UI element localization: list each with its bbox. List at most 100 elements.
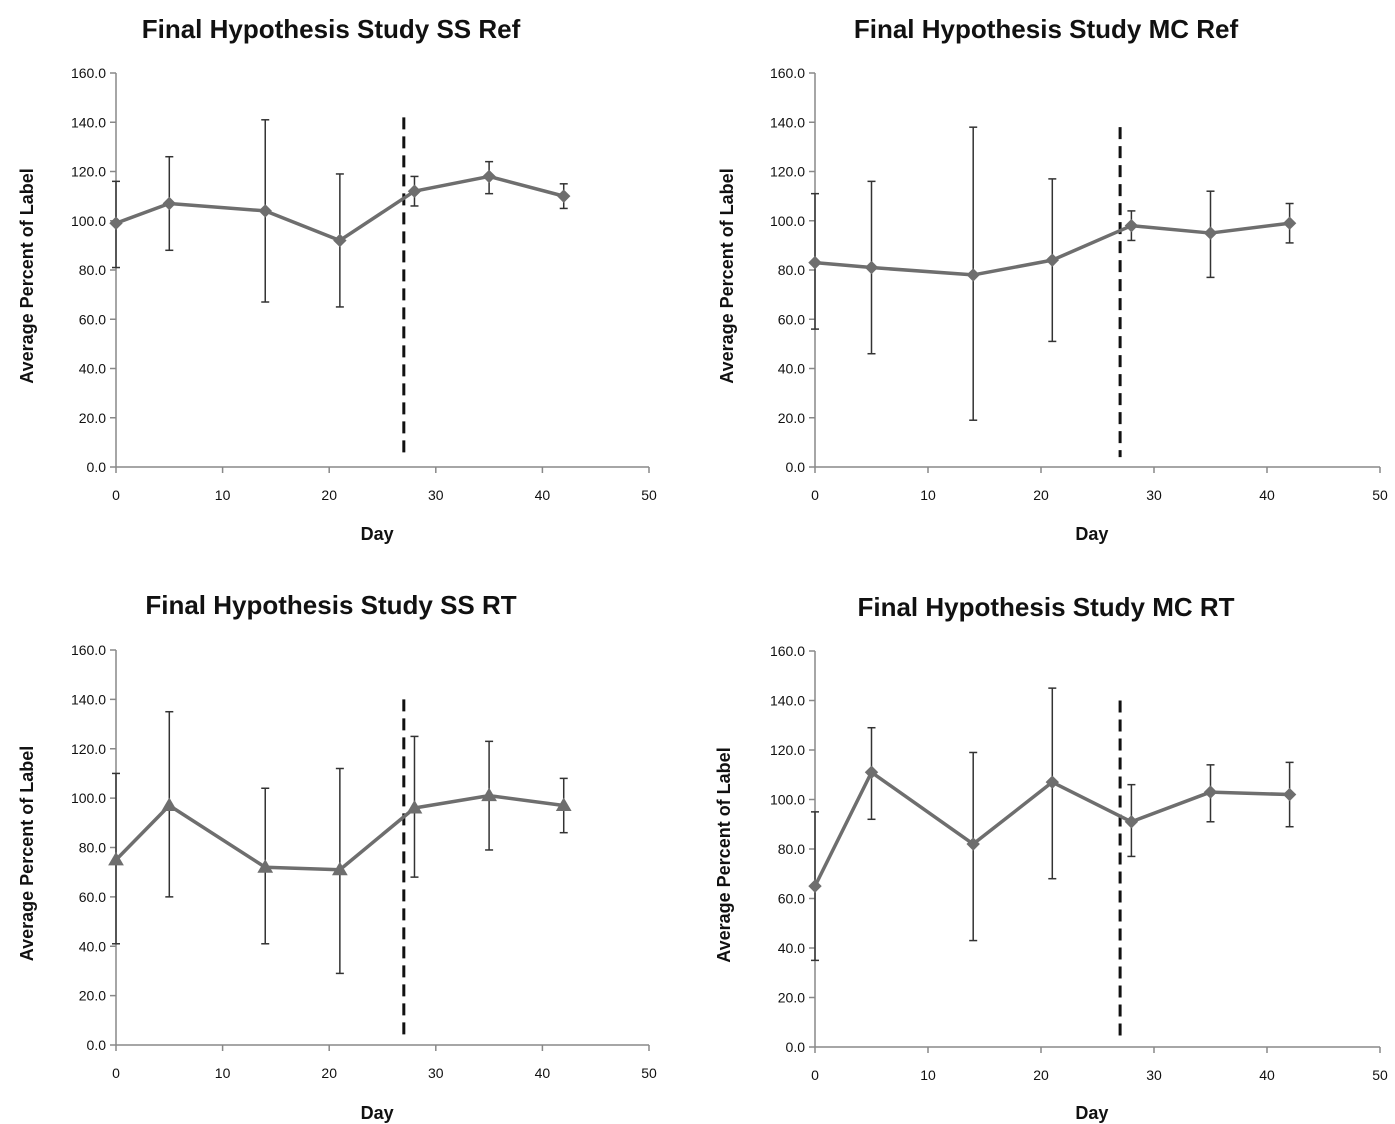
chart-title: Final Hypothesis Study SS RT bbox=[145, 590, 516, 620]
x-tick-label: 10 bbox=[215, 487, 231, 503]
y-tick-label: 80.0 bbox=[778, 841, 805, 857]
data-point bbox=[864, 765, 879, 779]
y-tick-label: 0.0 bbox=[786, 1039, 806, 1055]
data-point bbox=[481, 787, 497, 802]
data-point bbox=[331, 861, 348, 876]
data-point bbox=[555, 797, 572, 812]
y-tick-label: 60.0 bbox=[778, 311, 805, 327]
data-point bbox=[1045, 775, 1060, 789]
y-tick-label: 100.0 bbox=[770, 792, 805, 808]
y-tick-label: 100.0 bbox=[71, 790, 106, 806]
y-tick-label: 140.0 bbox=[71, 114, 106, 130]
data-point bbox=[1282, 216, 1297, 230]
y-tick-label: 120.0 bbox=[770, 164, 805, 180]
y-tick-label: 0.0 bbox=[87, 459, 107, 475]
y-tick-label: 0.0 bbox=[786, 459, 806, 475]
x-tick-label: 50 bbox=[641, 487, 657, 503]
data-point bbox=[557, 189, 571, 203]
y-tick-label: 100.0 bbox=[770, 213, 805, 229]
y-tick-label: 120.0 bbox=[770, 742, 805, 758]
x-tick-label: 0 bbox=[811, 1067, 819, 1083]
y-tick-label: 120.0 bbox=[71, 164, 106, 180]
chart-panel-2: Final Hypothesis Study MC Ref 0.0 20.0 40.0… bbox=[717, 14, 1388, 544]
y-axis-label: Average Percent of Label bbox=[17, 168, 37, 383]
data-point bbox=[109, 216, 123, 230]
data-point bbox=[808, 879, 822, 893]
data-point bbox=[482, 169, 496, 184]
y-tick-label: 140.0 bbox=[71, 691, 106, 707]
y-tick-label: 80.0 bbox=[79, 840, 106, 856]
y-tick-label: 140.0 bbox=[770, 693, 805, 709]
y-tick-label: 40.0 bbox=[778, 940, 805, 956]
y-axis-label: Average Percent of Label bbox=[714, 747, 734, 962]
y-axis-label: Average Percent of Label bbox=[717, 168, 737, 383]
data-point bbox=[162, 196, 177, 211]
data-point bbox=[161, 797, 178, 812]
data-point bbox=[1203, 785, 1218, 799]
x-axis-label: Day bbox=[361, 524, 394, 544]
data-point bbox=[966, 837, 980, 851]
y-tick-label: 20.0 bbox=[778, 410, 805, 426]
x-tick-label: 40 bbox=[535, 1065, 551, 1081]
data-point bbox=[108, 851, 124, 866]
x-axis-label: Day bbox=[361, 1103, 394, 1123]
x-tick-label: 20 bbox=[1033, 487, 1049, 503]
x-tick-label: 40 bbox=[1259, 1067, 1275, 1083]
y-tick-label: 120.0 bbox=[71, 741, 106, 757]
data-point bbox=[257, 859, 274, 873]
y-tick-label: 60.0 bbox=[79, 889, 106, 905]
data-point bbox=[864, 260, 879, 275]
data-point bbox=[258, 204, 272, 218]
chart-panel-3: Final Hypothesis Study SS RT 0.0 20.0 40.0 6… bbox=[17, 590, 657, 1123]
y-tick-label: 160.0 bbox=[770, 643, 805, 659]
y-tick-label: 80.0 bbox=[778, 262, 805, 278]
x-tick-label: 30 bbox=[428, 1065, 444, 1081]
y-tick-label: 40.0 bbox=[778, 361, 805, 377]
data-point bbox=[808, 255, 822, 270]
x-tick-label: 0 bbox=[811, 487, 819, 503]
chart-panel-4: Final Hypothesis Study MC RT 0.0 20.0 40.0 6… bbox=[714, 592, 1388, 1123]
data-point bbox=[1124, 218, 1139, 233]
y-tick-label: 60.0 bbox=[778, 891, 805, 907]
x-tick-label: 50 bbox=[1372, 487, 1388, 503]
x-tick-label: 30 bbox=[1146, 487, 1162, 503]
x-tick-label: 0 bbox=[112, 1065, 120, 1081]
chart-panel-1: Final Hypothesis Study SS Ref 0.0 20.0 40.0… bbox=[17, 14, 657, 544]
x-axis-label: Day bbox=[1075, 524, 1108, 544]
y-tick-label: 40.0 bbox=[79, 361, 106, 377]
data-point bbox=[333, 233, 347, 248]
x-tick-label: 10 bbox=[215, 1065, 231, 1081]
data-point bbox=[1203, 226, 1218, 240]
x-tick-label: 10 bbox=[920, 487, 936, 503]
x-tick-label: 40 bbox=[535, 487, 551, 503]
x-tick-label: 20 bbox=[321, 1065, 337, 1081]
data-point bbox=[1282, 787, 1297, 802]
x-tick-label: 20 bbox=[1033, 1067, 1049, 1083]
chart-title: Final Hypothesis Study MC RT bbox=[857, 592, 1234, 622]
x-tick-label: 20 bbox=[321, 487, 337, 503]
x-tick-label: 10 bbox=[920, 1067, 936, 1083]
data-point bbox=[1045, 253, 1060, 267]
x-tick-label: 0 bbox=[112, 487, 120, 503]
y-tick-label: 140.0 bbox=[770, 114, 805, 130]
data-point bbox=[1124, 815, 1139, 829]
x-axis-label: Day bbox=[1075, 1103, 1108, 1123]
y-tick-label: 0.0 bbox=[87, 1037, 107, 1053]
chart-title: Final Hypothesis Study SS Ref bbox=[142, 14, 521, 44]
x-tick-label: 50 bbox=[1372, 1067, 1388, 1083]
chart-title: Final Hypothesis Study MC Ref bbox=[854, 14, 1239, 44]
x-tick-label: 50 bbox=[641, 1065, 657, 1081]
x-tick-label: 40 bbox=[1259, 487, 1275, 503]
y-tick-label: 40.0 bbox=[79, 938, 106, 954]
y-tick-label: 80.0 bbox=[79, 262, 106, 278]
y-tick-label: 160.0 bbox=[71, 642, 106, 658]
data-point bbox=[407, 184, 422, 198]
y-tick-label: 160.0 bbox=[770, 65, 805, 81]
y-tick-label: 100.0 bbox=[71, 213, 106, 229]
data-point bbox=[966, 268, 980, 282]
y-tick-label: 20.0 bbox=[778, 990, 805, 1006]
y-tick-label: 20.0 bbox=[79, 410, 106, 426]
y-axis-label: Average Percent of Label bbox=[17, 746, 37, 961]
y-tick-label: 160.0 bbox=[71, 65, 106, 81]
